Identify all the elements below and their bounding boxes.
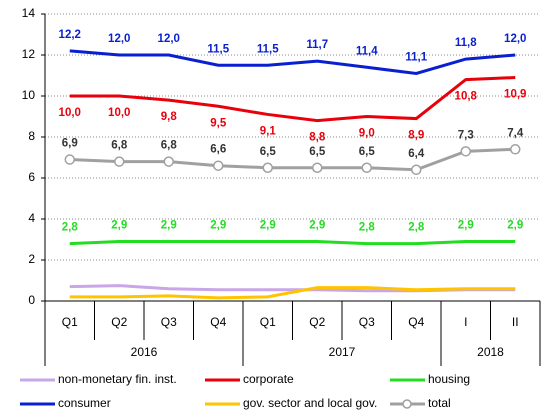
- value-label: 2,8: [408, 222, 425, 234]
- value-label: 11,8: [455, 37, 477, 49]
- point-marker: [262, 162, 273, 173]
- series-line: [69, 286, 516, 300]
- value-label: 12,2: [59, 29, 81, 41]
- value-label: 10,9: [504, 89, 526, 101]
- value-label: 11,5: [207, 43, 229, 55]
- point-marker: [163, 156, 174, 167]
- value-label: 2,9: [507, 220, 523, 232]
- value-label: 11,4: [356, 45, 378, 57]
- value-label: 6,5: [260, 146, 277, 158]
- series-line: [69, 49, 516, 75]
- x-tick-label: Q1: [62, 315, 78, 329]
- legend-label: total: [428, 396, 451, 410]
- value-label: 6,8: [161, 140, 178, 152]
- point-marker: [361, 162, 372, 173]
- series-line: [69, 147, 516, 172]
- value-label: 9,8: [161, 111, 178, 123]
- value-label: 11,5: [257, 43, 279, 55]
- point-marker: [411, 164, 422, 176]
- value-label: 7,3: [458, 129, 474, 141]
- y-tick-label: 2: [28, 252, 35, 266]
- value-label: 2,9: [161, 220, 177, 232]
- value-label: 11,1: [405, 51, 427, 63]
- value-label: 2,9: [309, 220, 325, 232]
- legend-label: non-monetary fin. inst.: [58, 372, 177, 386]
- value-label: 8,8: [309, 132, 326, 144]
- value-label: 8,9: [408, 130, 424, 142]
- legend-label: consumer: [58, 396, 111, 410]
- x-tick-label: Q2: [111, 315, 127, 329]
- value-label: 10,0: [108, 107, 130, 119]
- value-label: 6,4: [408, 148, 425, 160]
- x-tick-label: I: [464, 315, 467, 329]
- y-tick-label: 4: [28, 211, 35, 225]
- value-label: 12,0: [504, 33, 526, 45]
- value-label: 6,6: [210, 144, 226, 156]
- value-label: 6,5: [309, 146, 326, 158]
- point-marker: [64, 154, 75, 165]
- value-label: 12,0: [108, 33, 130, 45]
- x-tick-label: Q4: [210, 315, 226, 329]
- group-label: 2017: [329, 345, 356, 359]
- value-label: 9,0: [359, 128, 375, 140]
- value-label: 7,4: [507, 127, 524, 139]
- x-tick-label: Q3: [161, 315, 177, 329]
- value-label: 6,9: [62, 138, 78, 150]
- x-tick-label: Q2: [309, 315, 325, 329]
- y-tick-label: 6: [28, 170, 35, 184]
- point-marker: [213, 160, 224, 171]
- value-label: 6,5: [359, 146, 376, 158]
- value-label: 10,8: [455, 91, 478, 103]
- value-label: 2,9: [111, 220, 127, 232]
- value-label: 9,1: [260, 125, 277, 137]
- series-line: [69, 240, 516, 246]
- y-tick-label: 10: [22, 88, 36, 102]
- value-label: 2,8: [62, 222, 79, 234]
- value-label: 2,8: [359, 222, 376, 234]
- legend-label: housing: [428, 372, 470, 386]
- legend-label: gov. sector and local gov.: [243, 396, 377, 410]
- y-tick-label: 8: [28, 129, 35, 143]
- value-label: 9,5: [210, 117, 227, 129]
- value-label: 6,8: [111, 140, 128, 152]
- y-tick-label: 0: [28, 293, 35, 307]
- point-marker: [510, 144, 521, 155]
- value-label: 10,0: [59, 107, 81, 119]
- y-tick-label: 12: [22, 47, 36, 61]
- legend-marker: [402, 399, 412, 409]
- y-tick-label: 14: [22, 6, 36, 20]
- group-label: 2016: [131, 345, 158, 359]
- series-line: [69, 76, 516, 123]
- x-tick-label: Q3: [359, 315, 375, 329]
- x-tick-label: II: [512, 315, 519, 329]
- legend-label: corporate: [243, 372, 294, 386]
- value-label: 2,9: [260, 220, 276, 232]
- point-marker: [312, 162, 323, 173]
- value-label: 11,7: [306, 39, 328, 51]
- value-label: 2,9: [458, 220, 474, 232]
- value-label: 12,0: [158, 33, 180, 45]
- group-label: 2018: [477, 345, 504, 359]
- x-tick-label: Q1: [260, 315, 276, 329]
- value-label: 2,9: [210, 220, 226, 232]
- point-marker: [114, 156, 125, 167]
- x-tick-label: Q4: [408, 315, 424, 329]
- point-marker: [460, 146, 471, 157]
